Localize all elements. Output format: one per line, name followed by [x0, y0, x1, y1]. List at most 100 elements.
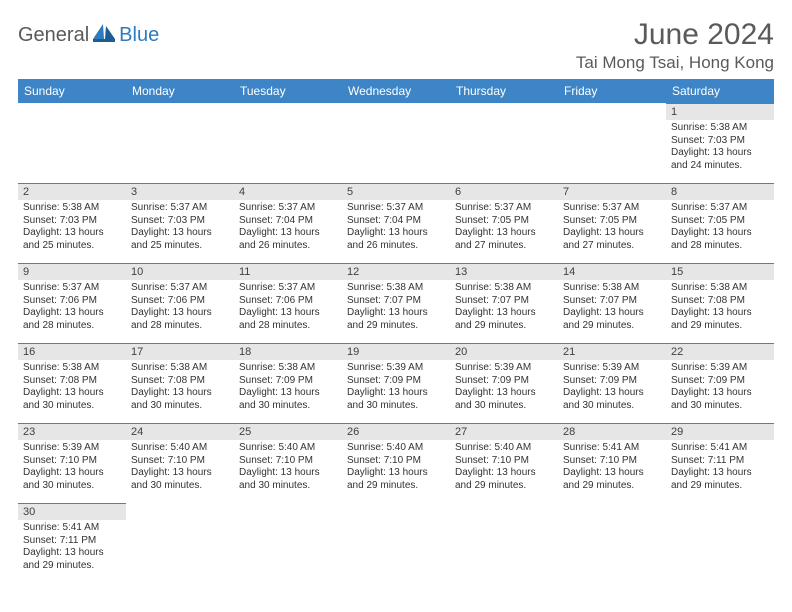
brand-logo: General Blue — [18, 24, 159, 47]
calendar-day-cell: 17Sunrise: 5:38 AMSunset: 7:08 PMDayligh… — [126, 343, 234, 423]
sunrise-text: Sunrise: 5:38 AM — [563, 282, 661, 295]
sunset-text: Sunset: 7:09 PM — [239, 375, 337, 388]
day-number: 12 — [342, 263, 450, 280]
day-details: Sunrise: 5:37 AMSunset: 7:03 PMDaylight:… — [126, 200, 234, 263]
day-details: Sunrise: 5:37 AMSunset: 7:04 PMDaylight:… — [234, 200, 342, 263]
calendar-day-cell: 26Sunrise: 5:40 AMSunset: 7:10 PMDayligh… — [342, 423, 450, 503]
day-details: Sunrise: 5:38 AMSunset: 7:08 PMDaylight:… — [666, 280, 774, 343]
sunrise-text: Sunrise: 5:37 AM — [455, 202, 553, 215]
sunset-text: Sunset: 7:06 PM — [239, 295, 337, 308]
sunset-text: Sunset: 7:07 PM — [455, 295, 553, 308]
calendar-day-cell: 20Sunrise: 5:39 AMSunset: 7:09 PMDayligh… — [450, 343, 558, 423]
day-number: 28 — [558, 423, 666, 440]
calendar-day-cell: 22Sunrise: 5:39 AMSunset: 7:09 PMDayligh… — [666, 343, 774, 423]
day-number: 2 — [18, 183, 126, 200]
day-details: Sunrise: 5:37 AMSunset: 7:06 PMDaylight:… — [234, 280, 342, 343]
sunrise-text: Sunrise: 5:41 AM — [563, 442, 661, 455]
daylight-text: Daylight: 13 hours and 30 minutes. — [455, 387, 553, 412]
calendar-day-cell: 21Sunrise: 5:39 AMSunset: 7:09 PMDayligh… — [558, 343, 666, 423]
day-number: 30 — [18, 503, 126, 520]
weekday-header: Sunday — [18, 79, 126, 103]
day-number: 9 — [18, 263, 126, 280]
day-details: Sunrise: 5:40 AMSunset: 7:10 PMDaylight:… — [342, 440, 450, 503]
sunrise-text: Sunrise: 5:39 AM — [563, 362, 661, 375]
sunrise-text: Sunrise: 5:37 AM — [131, 202, 229, 215]
daylight-text: Daylight: 13 hours and 25 minutes. — [23, 227, 121, 252]
calendar-day-cell: 18Sunrise: 5:38 AMSunset: 7:09 PMDayligh… — [234, 343, 342, 423]
day-details: Sunrise: 5:39 AMSunset: 7:09 PMDaylight:… — [450, 360, 558, 423]
day-number: 16 — [18, 343, 126, 360]
calendar-day-cell: 27Sunrise: 5:40 AMSunset: 7:10 PMDayligh… — [450, 423, 558, 503]
daylight-text: Daylight: 13 hours and 29 minutes. — [563, 467, 661, 492]
day-details: Sunrise: 5:40 AMSunset: 7:10 PMDaylight:… — [126, 440, 234, 503]
sunrise-text: Sunrise: 5:37 AM — [239, 282, 337, 295]
calendar-week-row: 9Sunrise: 5:37 AMSunset: 7:06 PMDaylight… — [18, 263, 774, 343]
day-details: Sunrise: 5:37 AMSunset: 7:05 PMDaylight:… — [558, 200, 666, 263]
day-number: 17 — [126, 343, 234, 360]
day-details: Sunrise: 5:40 AMSunset: 7:10 PMDaylight:… — [234, 440, 342, 503]
sunset-text: Sunset: 7:05 PM — [671, 215, 769, 228]
calendar-day-cell — [666, 503, 774, 583]
calendar-day-cell: 3Sunrise: 5:37 AMSunset: 7:03 PMDaylight… — [126, 183, 234, 263]
sunset-text: Sunset: 7:07 PM — [563, 295, 661, 308]
day-details: Sunrise: 5:37 AMSunset: 7:04 PMDaylight:… — [342, 200, 450, 263]
daylight-text: Daylight: 13 hours and 24 minutes. — [671, 147, 769, 172]
sunset-text: Sunset: 7:09 PM — [563, 375, 661, 388]
sunset-text: Sunset: 7:05 PM — [563, 215, 661, 228]
daylight-text: Daylight: 13 hours and 29 minutes. — [563, 307, 661, 332]
sunrise-text: Sunrise: 5:40 AM — [239, 442, 337, 455]
day-number: 24 — [126, 423, 234, 440]
day-details: Sunrise: 5:38 AMSunset: 7:08 PMDaylight:… — [18, 360, 126, 423]
daylight-text: Daylight: 13 hours and 29 minutes. — [347, 467, 445, 492]
calendar-day-cell: 6Sunrise: 5:37 AMSunset: 7:05 PMDaylight… — [450, 183, 558, 263]
sunset-text: Sunset: 7:08 PM — [671, 295, 769, 308]
day-details: Sunrise: 5:38 AMSunset: 7:03 PMDaylight:… — [18, 200, 126, 263]
month-title: June 2024 — [576, 18, 774, 51]
day-number: 19 — [342, 343, 450, 360]
day-details: Sunrise: 5:37 AMSunset: 7:05 PMDaylight:… — [666, 200, 774, 263]
sunrise-text: Sunrise: 5:41 AM — [23, 522, 121, 535]
daylight-text: Daylight: 13 hours and 30 minutes. — [131, 467, 229, 492]
sunrise-text: Sunrise: 5:37 AM — [563, 202, 661, 215]
sunrise-text: Sunrise: 5:37 AM — [347, 202, 445, 215]
calendar-day-cell — [126, 503, 234, 583]
calendar-day-cell: 24Sunrise: 5:40 AMSunset: 7:10 PMDayligh… — [126, 423, 234, 503]
weekday-header: Friday — [558, 79, 666, 103]
calendar-day-cell — [450, 103, 558, 183]
sunset-text: Sunset: 7:06 PM — [131, 295, 229, 308]
daylight-text: Daylight: 13 hours and 28 minutes. — [23, 307, 121, 332]
daylight-text: Daylight: 13 hours and 29 minutes. — [671, 467, 769, 492]
day-number: 7 — [558, 183, 666, 200]
day-number: 20 — [450, 343, 558, 360]
sunrise-text: Sunrise: 5:38 AM — [455, 282, 553, 295]
calendar-day-cell: 1Sunrise: 5:38 AMSunset: 7:03 PMDaylight… — [666, 103, 774, 183]
sunset-text: Sunset: 7:06 PM — [23, 295, 121, 308]
daylight-text: Daylight: 13 hours and 30 minutes. — [671, 387, 769, 412]
location-subtitle: Tai Mong Tsai, Hong Kong — [576, 53, 774, 73]
day-number: 29 — [666, 423, 774, 440]
daylight-text: Daylight: 13 hours and 30 minutes. — [23, 467, 121, 492]
daylight-text: Daylight: 13 hours and 28 minutes. — [671, 227, 769, 252]
daylight-text: Daylight: 13 hours and 25 minutes. — [131, 227, 229, 252]
page-header: General Blue June 2024 Tai Mong Tsai, Ho… — [18, 18, 774, 73]
day-details: Sunrise: 5:38 AMSunset: 7:07 PMDaylight:… — [342, 280, 450, 343]
brand-general: General — [18, 24, 89, 47]
sail-icon — [93, 24, 115, 47]
daylight-text: Daylight: 13 hours and 26 minutes. — [347, 227, 445, 252]
calendar-day-cell: 25Sunrise: 5:40 AMSunset: 7:10 PMDayligh… — [234, 423, 342, 503]
daylight-text: Daylight: 13 hours and 30 minutes. — [239, 467, 337, 492]
day-number: 22 — [666, 343, 774, 360]
calendar-day-cell: 2Sunrise: 5:38 AMSunset: 7:03 PMDaylight… — [18, 183, 126, 263]
sunset-text: Sunset: 7:09 PM — [455, 375, 553, 388]
calendar-day-cell: 13Sunrise: 5:38 AMSunset: 7:07 PMDayligh… — [450, 263, 558, 343]
daylight-text: Daylight: 13 hours and 30 minutes. — [131, 387, 229, 412]
day-number: 15 — [666, 263, 774, 280]
daylight-text: Daylight: 13 hours and 28 minutes. — [239, 307, 337, 332]
daylight-text: Daylight: 13 hours and 30 minutes. — [23, 387, 121, 412]
calendar-day-cell: 23Sunrise: 5:39 AMSunset: 7:10 PMDayligh… — [18, 423, 126, 503]
calendar-day-cell: 4Sunrise: 5:37 AMSunset: 7:04 PMDaylight… — [234, 183, 342, 263]
day-details: Sunrise: 5:39 AMSunset: 7:10 PMDaylight:… — [18, 440, 126, 503]
calendar-day-cell: 10Sunrise: 5:37 AMSunset: 7:06 PMDayligh… — [126, 263, 234, 343]
sunset-text: Sunset: 7:03 PM — [23, 215, 121, 228]
day-number: 26 — [342, 423, 450, 440]
